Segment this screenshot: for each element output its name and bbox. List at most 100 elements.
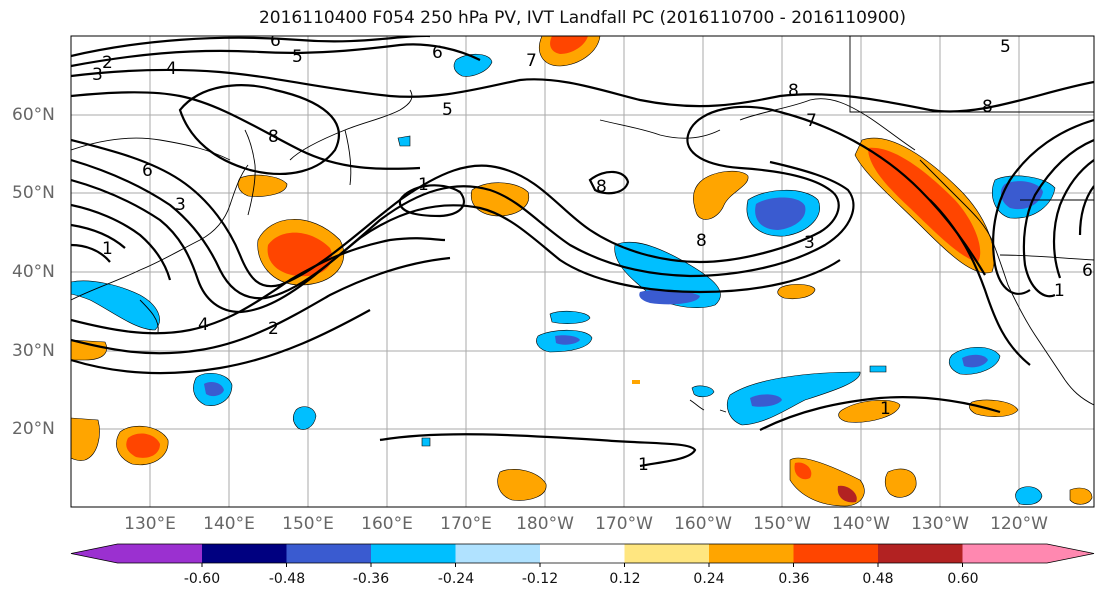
lon-label: 160°W: [674, 514, 732, 534]
pv-contour: [71, 256, 451, 355]
contour-label: 3: [804, 233, 815, 253]
pv-contour: [71, 237, 446, 335]
anomaly-blob: [126, 433, 160, 458]
contour-label: 1: [638, 455, 649, 475]
lon-label: 170°W: [595, 514, 653, 534]
contour-label: 5: [292, 47, 303, 67]
anomaly-blob: [237, 174, 288, 197]
pv-contour: [1052, 159, 1094, 279]
contour-label: 5: [1000, 37, 1011, 57]
lon-label: 140°W: [832, 514, 890, 534]
anomaly-blob: [632, 380, 640, 384]
coastline: [139, 299, 159, 333]
contour-label: 2: [268, 319, 279, 339]
anomaly-blob: [794, 462, 812, 480]
coastline: [599, 119, 721, 139]
lat-label: 40°N: [12, 262, 55, 282]
lon-label: 130°E: [124, 514, 176, 534]
pv-contour: [71, 203, 172, 281]
lat-label: 20°N: [12, 419, 55, 439]
anomaly-blob: [71, 417, 100, 461]
contour-label: 8: [982, 97, 993, 117]
anomaly-blob: [470, 182, 530, 217]
pv-contour: [759, 396, 1001, 431]
colorbar-tick-label: -0.36: [352, 571, 390, 587]
coastline: [289, 89, 413, 161]
pv-contour: [398, 184, 465, 218]
pv-contour: [71, 68, 1094, 113]
anomaly-blob: [71, 280, 160, 331]
colorbar-segment: [540, 544, 625, 563]
anomaly-blob: [884, 468, 917, 498]
pv-contour: [992, 118, 1094, 295]
anomaly-blob: [969, 399, 1019, 417]
pv-contour: [588, 170, 630, 195]
pv-contour: [1022, 138, 1094, 298]
contour-label: 3: [175, 195, 186, 215]
contour-labels: 2 3 4 6 5 6 7 8 5 8 7 1 8 6 1 3 4 2 8 3 …: [92, 36, 1093, 475]
contour-label: 6: [432, 43, 443, 63]
anomaly-blob: [777, 284, 816, 300]
anomaly-blob: [549, 310, 591, 324]
coastline: [244, 129, 256, 216]
lon-label: 160°E: [361, 514, 413, 534]
colorbar-tick-label: 0.12: [609, 571, 641, 587]
anomaly-blob: [397, 135, 411, 147]
colorbar-segment: [878, 544, 963, 563]
contour-label: 2: [102, 53, 113, 73]
colorbar-tick-label: -0.48: [268, 571, 306, 587]
colorbar-segment: [71, 544, 202, 563]
lon-label: 170°E: [440, 514, 492, 534]
pv-contour: [178, 84, 340, 175]
contour-label: 1: [1054, 281, 1065, 301]
pv-contour: [71, 36, 430, 58]
anomaly-blob: [727, 371, 861, 426]
colorbar-segment: [202, 544, 287, 563]
pv-contour: [71, 243, 111, 263]
plot-frame: [70, 35, 1095, 508]
anomaly-blob: [555, 335, 580, 345]
lat-label: 50°N: [12, 183, 55, 203]
contour-label: 8: [696, 231, 707, 251]
anomaly-blob: [838, 399, 901, 423]
anomaly-blob: [71, 339, 107, 361]
anomaly-blob: [1015, 486, 1043, 506]
lon-label: 120°W: [990, 514, 1048, 534]
colorbar-tick-label: 0.36: [778, 571, 810, 587]
colorbar-tick-label: 0.60: [947, 571, 979, 587]
pv-contour: [71, 43, 481, 68]
colorbar-segment: [371, 544, 456, 563]
contour-label: 4: [198, 315, 209, 335]
anomaly-blob: [869, 365, 887, 373]
contour-label: 7: [526, 51, 537, 71]
pv-contour: [71, 309, 371, 375]
coastline: [1064, 379, 1094, 406]
colorbar: [70, 543, 1095, 567]
contour-label: 8: [268, 127, 279, 147]
anomaly-blob: [962, 354, 988, 368]
colorbar-segment: [962, 544, 1094, 563]
anomaly-blob: [868, 147, 981, 262]
anomaly-blob: [639, 289, 700, 305]
anomaly-blob: [691, 385, 715, 398]
pv-contour: [929, 199, 1031, 366]
coastline: [849, 36, 1094, 113]
anomaly-blob: [292, 406, 317, 430]
lat-label: 30°N: [12, 341, 55, 361]
pv-contour: [71, 158, 855, 300]
contour-label: 1: [418, 175, 429, 195]
colorbar-segment: [793, 544, 879, 563]
lon-label: 150°W: [753, 514, 811, 534]
coastline: [71, 164, 249, 301]
contour-label: 8: [788, 81, 799, 101]
colorbar-tick-label: -0.24: [437, 571, 475, 587]
anomaly-blob: [453, 53, 493, 77]
contour-label: 1: [880, 399, 891, 419]
anomaly-blob: [837, 485, 857, 503]
anomaly-blob: [755, 197, 806, 230]
colorbar-tick-label: 0.48: [862, 571, 894, 587]
anomaly-blob: [693, 170, 749, 220]
anomaly-blob: [750, 394, 782, 407]
lat-label: 60°N: [12, 105, 55, 125]
pv-contour: [1078, 185, 1094, 236]
